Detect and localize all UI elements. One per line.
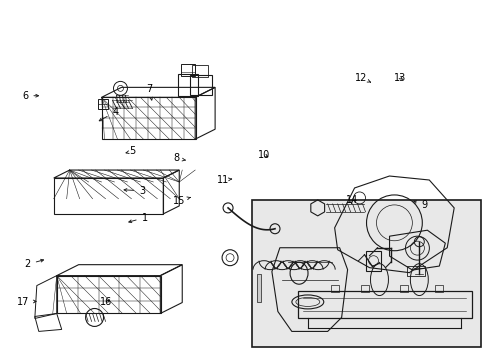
Bar bbox=[192, 66, 208, 77]
Text: 17: 17 bbox=[17, 297, 36, 307]
Text: 15: 15 bbox=[172, 196, 190, 206]
Bar bbox=[330, 285, 338, 292]
Bar bbox=[190, 75, 212, 95]
Bar bbox=[297, 291, 471, 319]
Text: 4: 4 bbox=[99, 107, 118, 121]
Text: 6: 6 bbox=[22, 91, 39, 101]
Text: 9: 9 bbox=[413, 200, 427, 210]
Bar bbox=[181, 64, 195, 76]
Bar bbox=[360, 285, 368, 292]
Text: 10: 10 bbox=[257, 150, 269, 160]
Bar bbox=[102, 97, 196, 139]
Bar bbox=[257, 274, 261, 302]
Bar bbox=[54, 178, 163, 214]
Bar bbox=[98, 99, 107, 109]
Text: 12: 12 bbox=[354, 73, 370, 83]
Text: 7: 7 bbox=[146, 84, 152, 100]
Bar bbox=[178, 75, 198, 96]
Text: 16: 16 bbox=[100, 297, 112, 307]
Bar bbox=[400, 285, 407, 292]
Bar bbox=[365, 251, 381, 271]
Text: 8: 8 bbox=[173, 153, 185, 163]
Text: 1: 1 bbox=[128, 213, 147, 222]
Text: 13: 13 bbox=[393, 73, 406, 83]
Bar bbox=[407, 266, 425, 276]
Text: 14: 14 bbox=[345, 195, 357, 206]
Text: 11: 11 bbox=[216, 175, 231, 185]
Text: 3: 3 bbox=[124, 186, 145, 196]
Text: 2: 2 bbox=[24, 259, 43, 269]
Bar bbox=[57, 276, 161, 314]
Bar bbox=[434, 285, 442, 292]
Text: 5: 5 bbox=[126, 146, 135, 156]
FancyBboxPatch shape bbox=[251, 200, 480, 347]
